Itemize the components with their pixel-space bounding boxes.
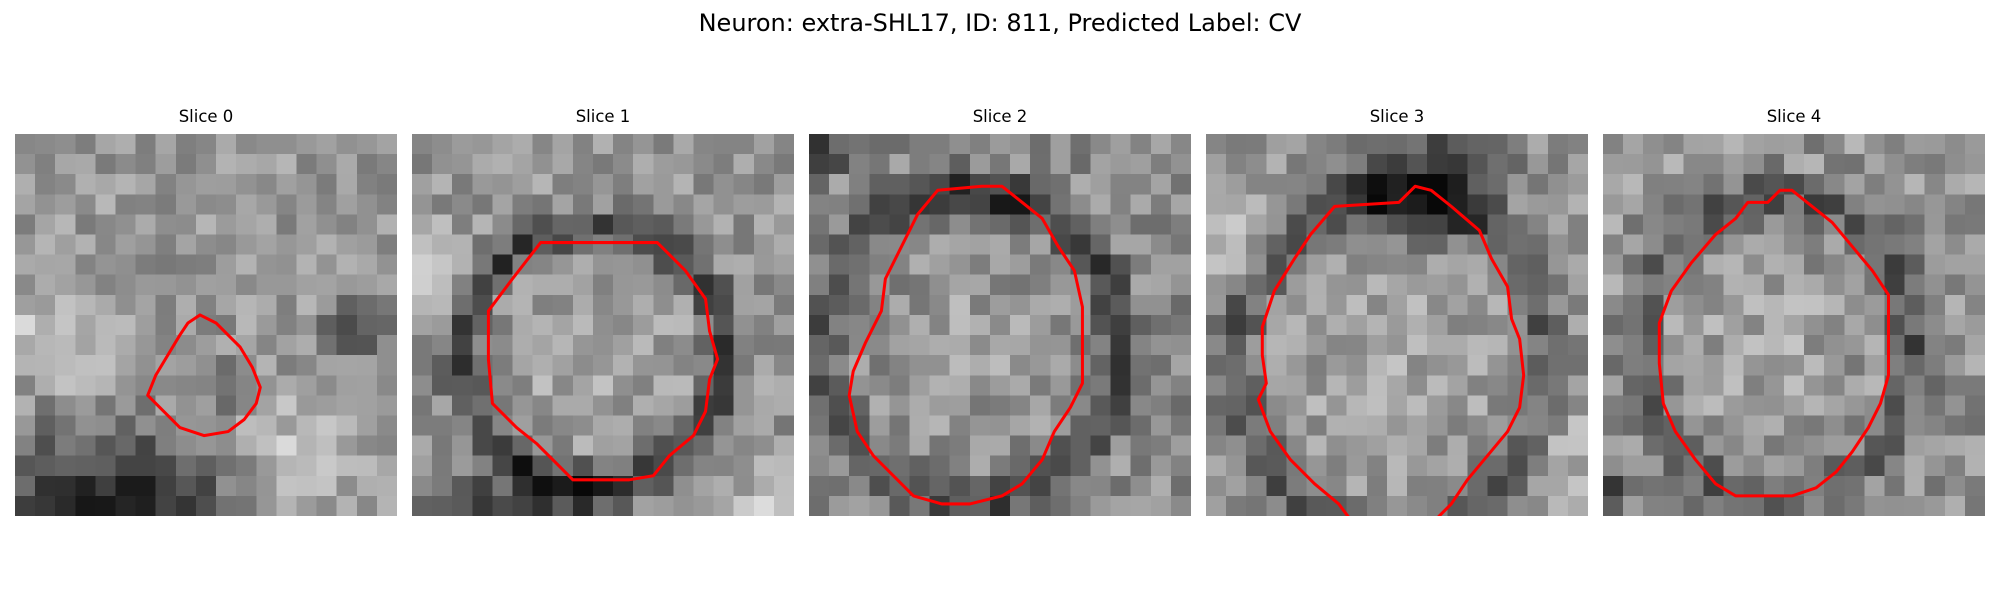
- grayscale-pixels: [15, 134, 397, 516]
- slice-title: Slice 0: [178, 107, 234, 126]
- slice-panel-1: Slice 1: [412, 106, 794, 516]
- slice-panel-2: Slice 2: [809, 106, 1191, 516]
- slice-image: [412, 134, 794, 516]
- slice-panel-0: Slice 0: [15, 106, 397, 516]
- slice-panel-3: Slice 3: [1206, 106, 1588, 516]
- segmentation-contour: [847, 184, 1084, 506]
- segmentation-overlay: [486, 241, 720, 482]
- segmentation-overlay: [1256, 184, 1526, 516]
- slice-image: [1206, 134, 1588, 516]
- segmentation-overlay: [847, 184, 1084, 506]
- grayscale-pixels: [412, 134, 794, 516]
- slice-image: [15, 134, 397, 516]
- slice-image: [1603, 134, 1985, 516]
- segmentation-overlay: [146, 313, 262, 438]
- slice-title: Slice 1: [575, 107, 631, 126]
- segmentation-overlay: [1657, 188, 1891, 498]
- segmentation-contour: [1256, 184, 1526, 516]
- slice-title: Slice 2: [972, 107, 1028, 126]
- slice-title: Slice 4: [1766, 107, 1822, 126]
- figure-title: Neuron: extra-SHL17, ID: 811, Predicted …: [698, 9, 1302, 37]
- segmentation-contour: [486, 241, 720, 482]
- slice-title: Slice 3: [1369, 107, 1425, 126]
- slice-image: [809, 134, 1191, 516]
- segmentation-contour: [146, 313, 262, 438]
- slice-panel-4: Slice 4: [1603, 106, 1985, 516]
- grayscale-pixels: [1603, 134, 1985, 516]
- segmentation-contour: [1657, 188, 1891, 498]
- grayscale-pixels: [1206, 134, 1588, 516]
